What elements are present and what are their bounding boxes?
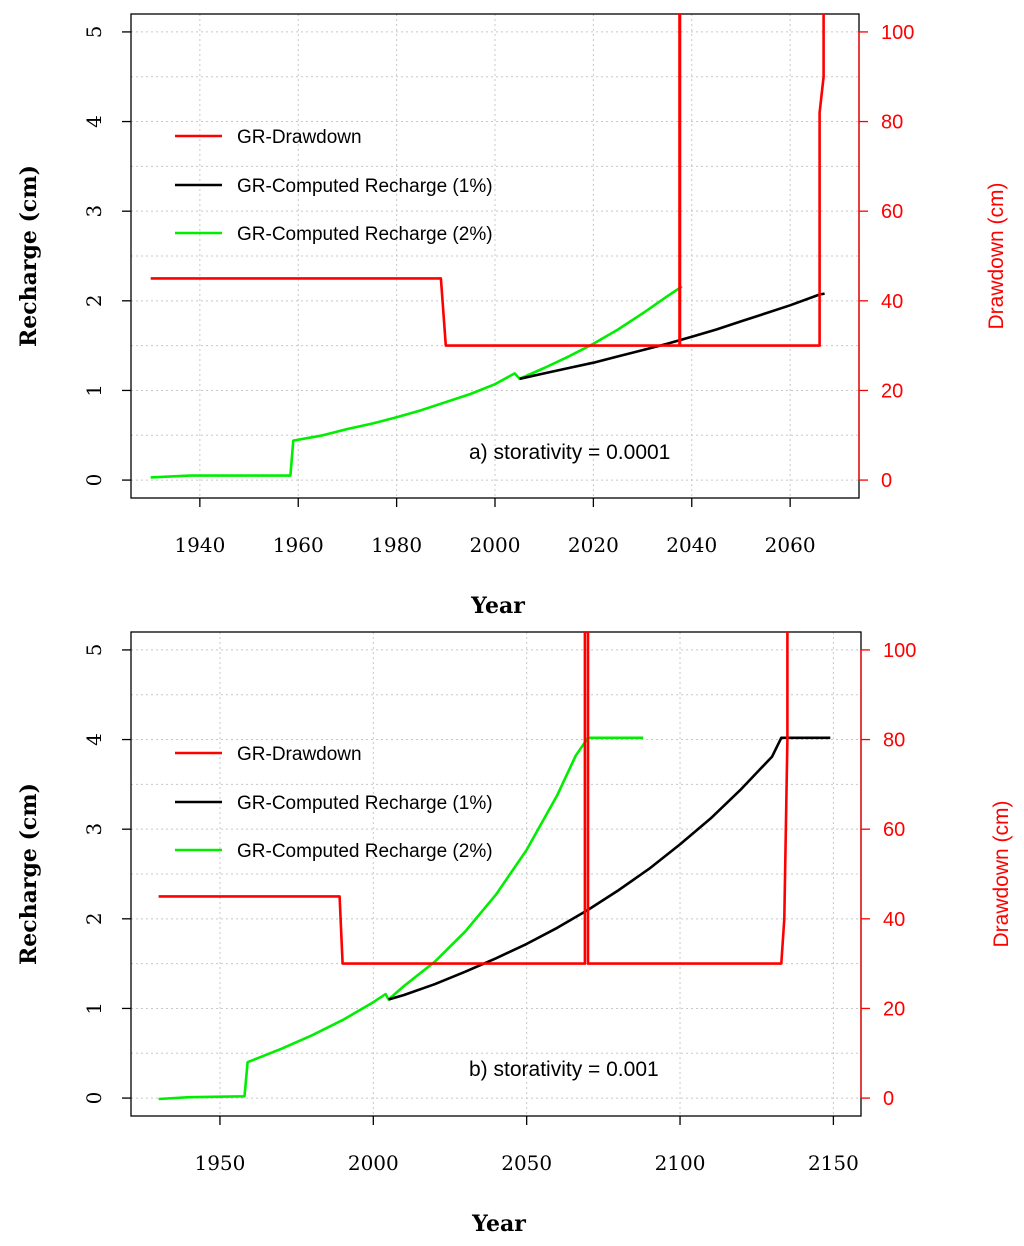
series-line-recharge-2pct — [158, 736, 644, 1101]
series-group — [158, 632, 831, 1101]
y-tick-label: 3 — [82, 823, 106, 836]
x-tick-label: 2060 — [765, 533, 816, 557]
y-right-tick-label: 0 — [881, 470, 892, 492]
x-tick-label: 1980 — [371, 533, 422, 557]
y-tick-label: 2 — [82, 294, 106, 307]
series-line-recharge-1pct — [388, 736, 831, 1001]
legend-entry: GR-Drawdown — [237, 127, 362, 148]
series-line-recharge-1pct — [519, 292, 825, 381]
x-axis-label: Year — [471, 1211, 526, 1237]
y-tick-label: 0 — [82, 474, 106, 487]
y-right-tick-label: 100 — [883, 640, 916, 662]
y-right-tick-label: 80 — [883, 730, 905, 752]
legend-entry: GR-Computed Recharge (2%) — [237, 224, 493, 245]
x-tick-label: 2150 — [808, 1151, 859, 1175]
x-tick-label: 2100 — [655, 1151, 706, 1175]
y-right-tick-label: 40 — [881, 291, 903, 313]
y-tick-label: 5 — [82, 26, 106, 39]
series-group — [150, 14, 825, 479]
y-tick-label: 2 — [82, 912, 106, 925]
annotation-text: a) storativity = 0.0001 — [469, 441, 670, 464]
y-right-tick-label: 60 — [883, 819, 905, 841]
x-tick-label: 1950 — [194, 1151, 245, 1175]
x-tick-label: 2020 — [568, 533, 619, 557]
y-right-tick-label: 20 — [881, 380, 903, 402]
y-right-tick-label: 20 — [883, 998, 905, 1020]
y-tick-label: 4 — [82, 115, 106, 128]
y-tick-label: 1 — [82, 384, 106, 397]
y-right-axis-label: Drawdown (cm) — [990, 800, 1013, 947]
series-line-drawdown — [150, 14, 825, 347]
x-tick-label: 2000 — [348, 1151, 399, 1175]
x-tick-label: 1940 — [174, 533, 225, 557]
legend-entry: GR-Drawdown — [237, 744, 362, 765]
x-tick-label: 2050 — [501, 1151, 552, 1175]
y-right-axis-label: Drawdown (cm) — [985, 182, 1008, 329]
y-tick-label: 1 — [82, 1002, 106, 1015]
series-line-drawdown — [158, 632, 789, 965]
annotation-text: b) storativity = 0.001 — [469, 1058, 659, 1081]
x-tick-label: 2040 — [666, 533, 717, 557]
legend-entry: GR-Computed Recharge (1%) — [237, 793, 493, 814]
y-tick-label: 3 — [82, 205, 106, 218]
y-right-tick-label: 40 — [883, 909, 905, 931]
y-right-tick-label: 100 — [881, 22, 914, 44]
y-axis-label: Recharge (cm) — [16, 783, 42, 965]
x-axis-label: Year — [470, 593, 525, 619]
y-tick-label: 5 — [82, 644, 106, 657]
y-right-tick-label: 60 — [881, 201, 903, 223]
x-tick-label: 2000 — [470, 533, 521, 557]
series-line-recharge-2pct — [150, 285, 683, 479]
y-axis-label: Recharge (cm) — [16, 165, 42, 347]
y-right-tick-label: 0 — [883, 1088, 894, 1110]
legend-entry: GR-Computed Recharge (2%) — [237, 841, 493, 862]
chart-panel-a: 1940 1960 1980 2000 2020 2040 2060012345020406… — [16, 13, 1008, 619]
legend-entry: GR-Computed Recharge (1%) — [237, 176, 493, 197]
y-right-tick-label: 80 — [881, 112, 903, 134]
y-tick-label: 0 — [82, 1092, 106, 1105]
x-tick-label: 1960 — [273, 533, 324, 557]
chart-panel-b: 1950 2000 2050 2100 2150 0 1 2 3 4 5 0 20 40 60 80 100 Ye… — [16, 631, 1013, 1237]
y-tick-label: 4 — [82, 733, 106, 746]
